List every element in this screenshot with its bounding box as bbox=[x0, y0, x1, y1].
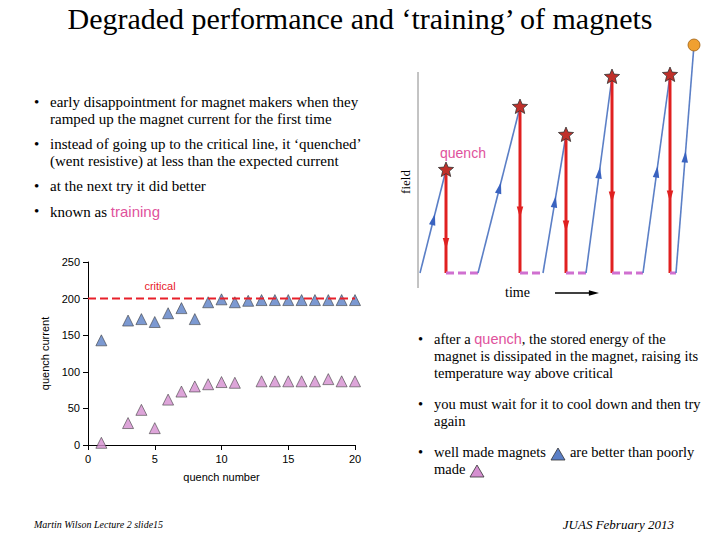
svg-text:quench number: quench number bbox=[183, 471, 260, 483]
svg-text:20: 20 bbox=[349, 453, 361, 465]
svg-text:5: 5 bbox=[152, 453, 158, 465]
svg-text:10: 10 bbox=[215, 453, 227, 465]
html-text:known as training: known as training bbox=[50, 203, 160, 220]
svg-text:time: time bbox=[505, 285, 530, 300]
svg-text:field: field bbox=[398, 170, 413, 194]
svg-text:0: 0 bbox=[74, 439, 80, 451]
html-text:at the next try it did better: at the next try it did better bbox=[50, 178, 206, 194]
html-text:early disappointment for magne: early disappointment for magnet makers w… bbox=[50, 94, 359, 127]
html-text:well made magnets: well made magnets bbox=[434, 444, 546, 460]
svg-text:100: 100 bbox=[62, 366, 80, 378]
svg-text:150: 150 bbox=[62, 329, 80, 341]
svg-text:quench: quench bbox=[440, 145, 486, 161]
html-text:instead of going up to the cri: instead of going up to the critical line… bbox=[50, 136, 361, 169]
html-text:JUAS February 2013: JUAS February 2013 bbox=[562, 517, 674, 532]
svg-text:quench current: quench current bbox=[39, 317, 51, 390]
html-text:are better than poorly made: are better than poorly made bbox=[434, 444, 695, 477]
svg-text:0: 0 bbox=[85, 453, 91, 465]
html-text:Martin Wilson Lecture 2 slide1: Martin Wilson Lecture 2 slide15 bbox=[34, 519, 164, 530]
html-text:after a quench, the stored ene: after a quench, the stored energy of the… bbox=[434, 331, 699, 381]
html-text:Degraded performance and ‘trai: Degraded performance and ‘training’ of m… bbox=[67, 2, 653, 35]
svg-text:critical: critical bbox=[144, 280, 175, 292]
svg-text:200: 200 bbox=[62, 293, 80, 305]
svg-text:15: 15 bbox=[282, 453, 294, 465]
html-text:you must wait for it to cool d: you must wait for it to cool down and th… bbox=[434, 396, 701, 429]
svg-text:50: 50 bbox=[68, 402, 80, 414]
svg-text:250: 250 bbox=[62, 256, 80, 268]
